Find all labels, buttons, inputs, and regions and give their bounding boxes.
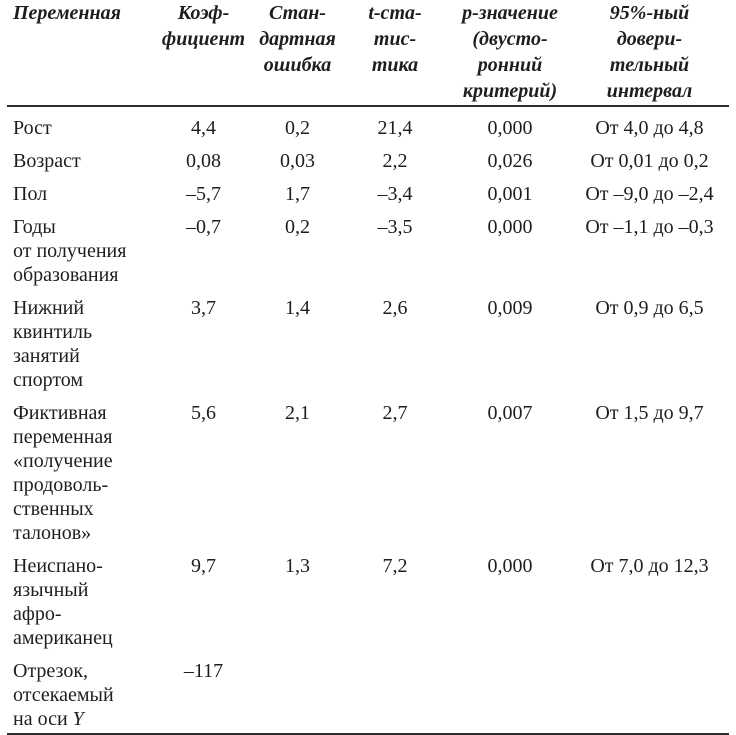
cell-coef: –0,7 [186, 216, 221, 238]
cell-se [255, 650, 340, 731]
cell-p: 0,000 [487, 216, 533, 238]
cell-se: 0,2 [285, 117, 310, 139]
cell-p: 0,000 [487, 117, 533, 139]
header-row: Переменная Коэф- фициент Стан- дартная оши… [7, 0, 729, 107]
variable-label: Годы от получения образования [13, 216, 127, 286]
cell-t: –3,5 [377, 216, 413, 238]
cell-coef: 9,7 [191, 555, 216, 577]
table-row: Нижний квинтиль занятий спортом 3,7 1,4 2,6… [7, 287, 729, 392]
cell-ci: От 4,0 до 4,8 [595, 117, 704, 139]
cell-ci: От 0,9 до 6,5 [595, 297, 704, 319]
cell-variable: Отрезок, отсекаемый на оси Y [7, 650, 152, 731]
cell-se: 2,1 [285, 402, 310, 424]
cell-t: 2,2 [382, 150, 408, 172]
table-body: Рост 4,4 0,2 21,4 0,000 От 4,0 до 4,8 Возраст 0… [7, 106, 729, 731]
cell-variable: Годы от получения образования [7, 206, 152, 287]
table-row: Неиспано- язычный афро- американец 9,7 1,3… [7, 545, 729, 650]
variable-label: Нижний квинтиль занятий спортом [13, 297, 93, 391]
cell-se: 0,2 [285, 216, 310, 238]
table-row: Возраст 0,08 0,03 2,2 0,026 От 0,01 до 0,2 [7, 140, 729, 173]
cell-se: 1,4 [285, 297, 310, 319]
variable-label: Пол [13, 183, 48, 205]
column-header-p: p-значение (двусто- ронний критерий) [450, 0, 570, 107]
column-header-coef: Коэф- фициент [152, 0, 255, 107]
cell-t: 2,7 [382, 402, 408, 424]
cell-coef: 5,6 [191, 402, 216, 424]
table-row: Годы от получения образования –0,7 0,2 –3,5… [7, 206, 729, 287]
cell-t: 2,6 [382, 297, 408, 319]
cell-se: 0,03 [280, 150, 315, 172]
cell-se: 1,7 [285, 183, 310, 205]
cell-variable: Фиктивная переменная «получение продовол… [7, 392, 152, 545]
cell-ci: От –1,1 до –0,3 [585, 216, 714, 238]
cell-coef: –117 [183, 660, 224, 682]
cell-variable: Пол [7, 173, 152, 206]
cell-variable: Рост [7, 106, 152, 140]
column-header-se: Стан- дартная ошибка [255, 0, 340, 107]
variable-label: Неиспано- язычный афро- американец [13, 555, 113, 649]
variable-label: Возраст [13, 150, 81, 172]
variable-label: Отрезок, отсекаемый на оси [13, 660, 114, 730]
cell-p: 0,026 [487, 150, 533, 172]
column-header-ci: 95%-ный довери- тельный интервал [570, 0, 729, 107]
cell-coef: –5,7 [186, 183, 221, 205]
table-row: Пол –5,7 1,7 –3,4 0,001 От –9,0 до –2,4 [7, 173, 729, 206]
table-row: Фиктивная переменная «получение продовол… [7, 392, 729, 545]
cell-p: 0,007 [487, 402, 533, 424]
cell-ci [570, 650, 729, 731]
cell-p: 0,000 [487, 555, 533, 577]
axis-letter: Y [72, 708, 84, 730]
cell-coef: 4,4 [191, 117, 216, 139]
cell-p [450, 650, 570, 731]
cell-p: 0,001 [487, 183, 533, 205]
cell-se: 1,3 [285, 555, 310, 577]
cell-ci: От 0,01 до 0,2 [590, 150, 709, 172]
cell-variable: Возраст [7, 140, 152, 173]
cell-coef: 3,7 [191, 297, 216, 319]
cell-ci: От 7,0 до 12,3 [590, 555, 709, 577]
regression-results-table: Переменная Коэф- фициент Стан- дартная оши… [7, 0, 729, 731]
cell-t: –3,4 [377, 183, 413, 205]
column-header-t: t-ста- тис- тика [340, 0, 450, 107]
cell-variable: Неиспано- язычный афро- американец [7, 545, 152, 650]
cell-variable: Нижний квинтиль занятий спортом [7, 287, 152, 392]
variable-label: Рост [13, 117, 52, 139]
cell-t [340, 650, 450, 731]
cell-t: 21,4 [377, 117, 413, 139]
column-header-variable: Переменная [7, 0, 152, 107]
variable-label: Фиктивная переменная «получение продовол… [13, 402, 113, 544]
table-bottom-rule [7, 733, 729, 735]
cell-t: 7,2 [382, 555, 408, 577]
cell-p: 0,009 [487, 297, 533, 319]
table-row: Отрезок, отсекаемый на оси Y –117 [7, 650, 729, 731]
cell-ci: От –9,0 до –2,4 [585, 183, 714, 205]
table-row: Рост 4,4 0,2 21,4 0,000 От 4,0 до 4,8 [7, 106, 729, 140]
cell-coef: 0,08 [186, 150, 221, 172]
cell-ci: От 1,5 до 9,7 [595, 402, 704, 424]
